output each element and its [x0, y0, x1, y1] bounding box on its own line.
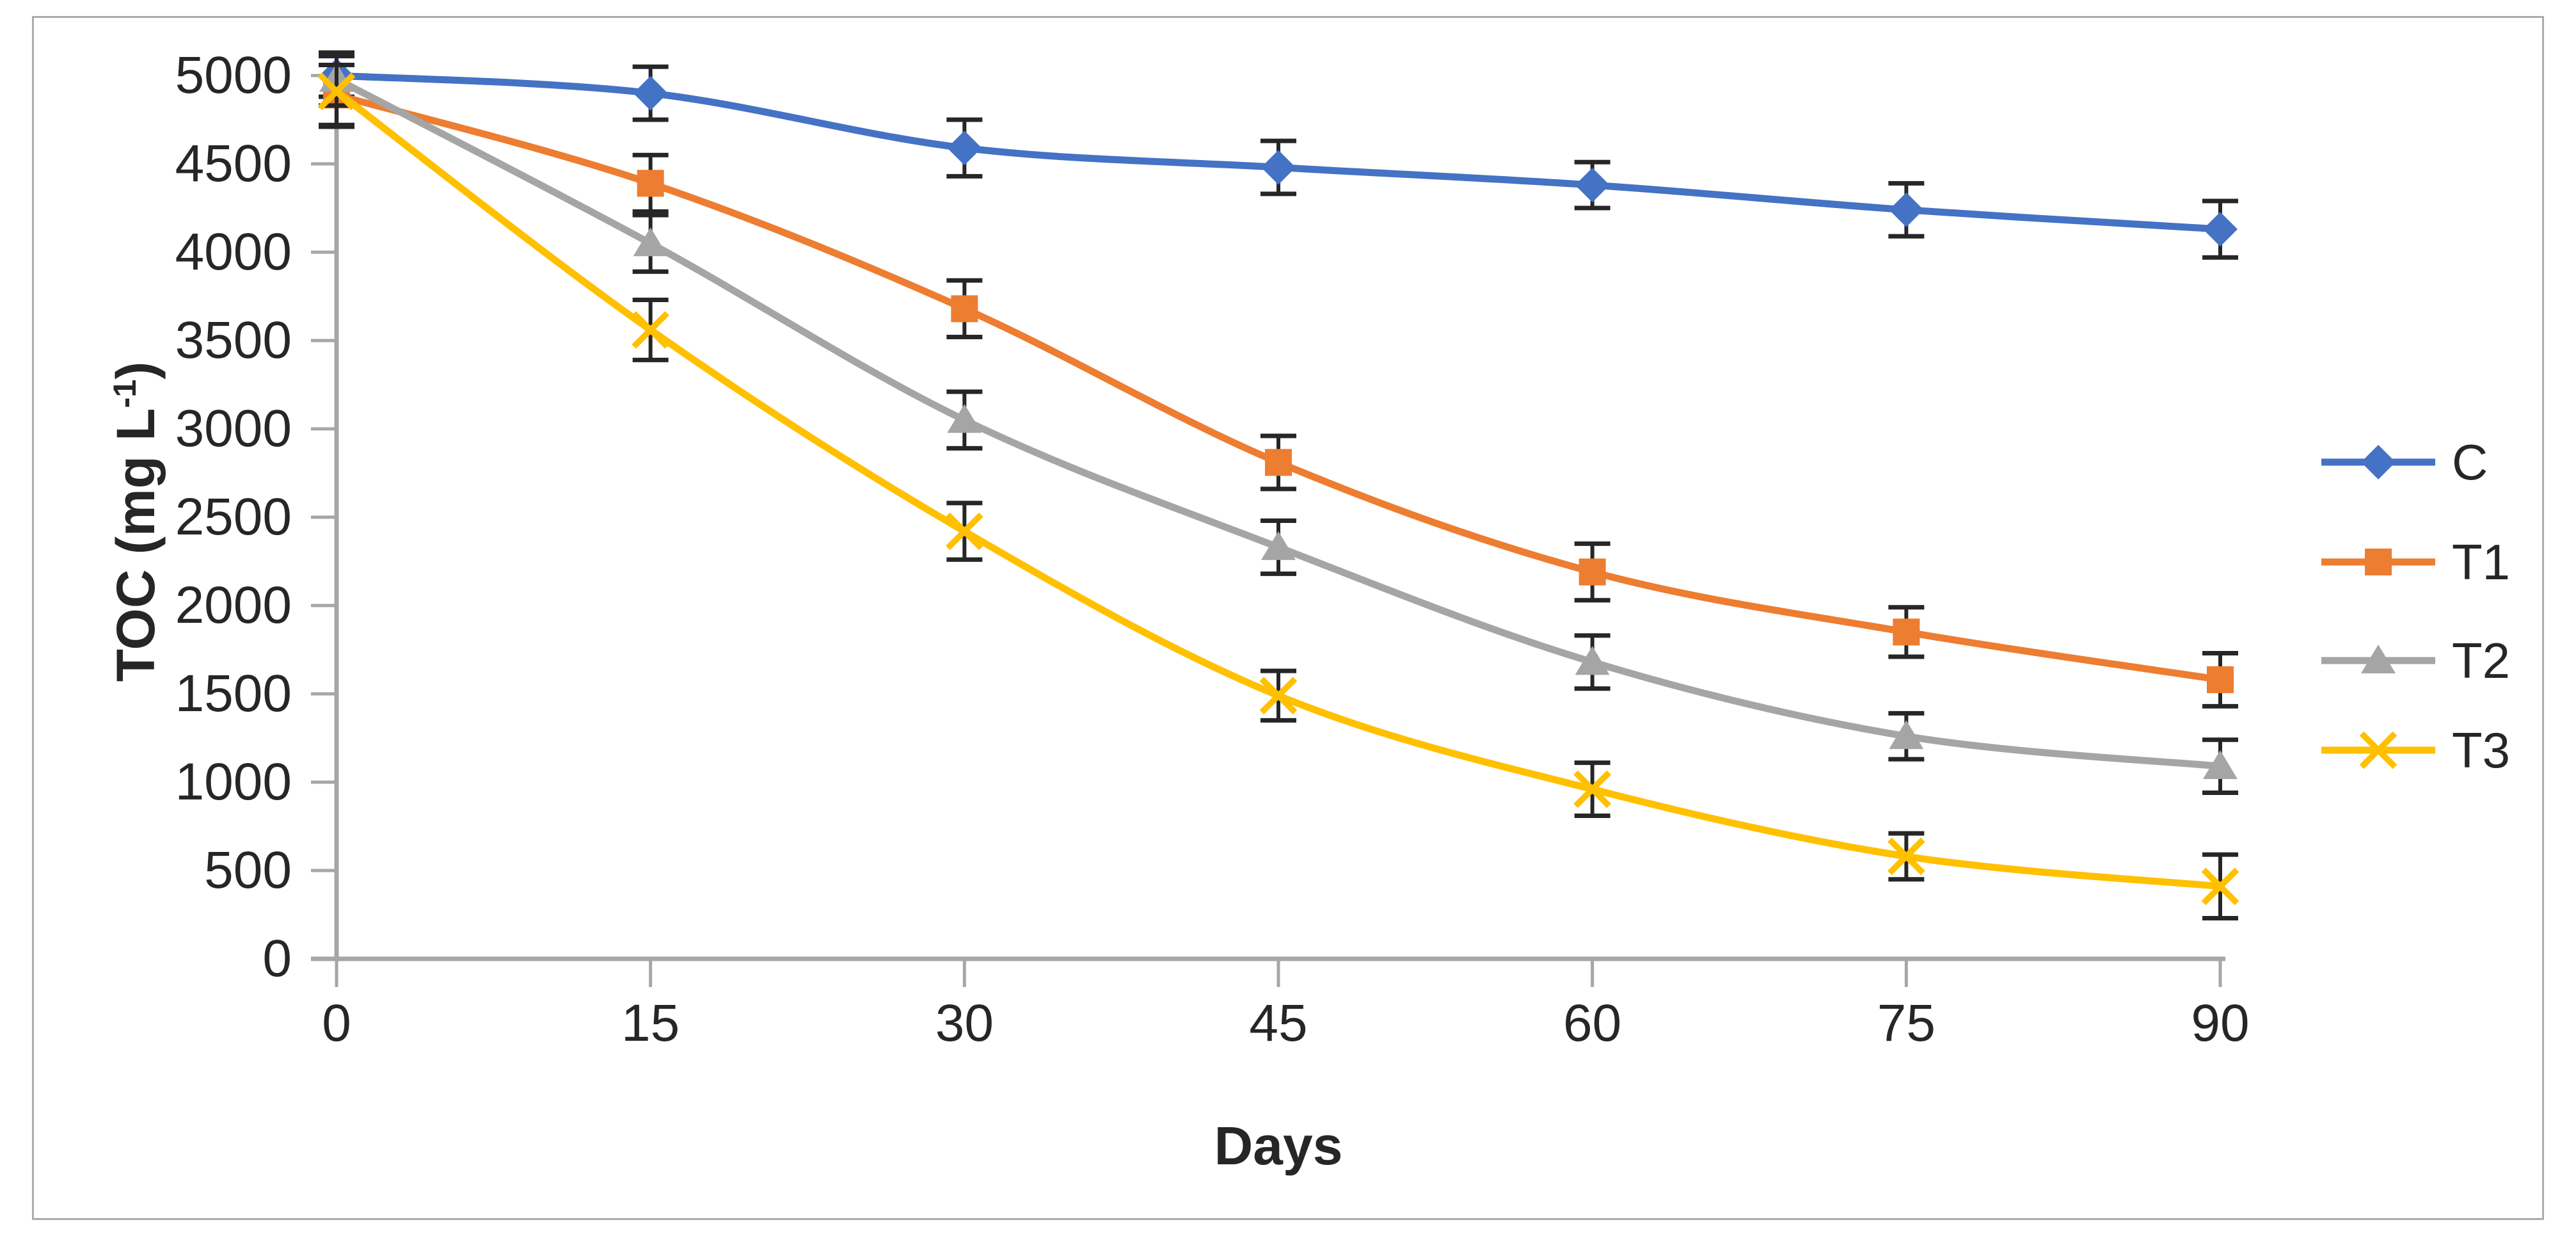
data-point-T3-day90	[2201, 867, 2239, 906]
legend-label: T1	[2452, 534, 2511, 590]
data-point-T1-day30	[951, 295, 978, 323]
data-point-T2-day90	[2203, 750, 2238, 780]
y-axis-title-superscript: -1	[106, 379, 143, 408]
y-tick-label: 3500	[175, 311, 292, 369]
x-tick-label: 15	[621, 994, 680, 1052]
x-axis-title: Days	[1214, 1116, 1343, 1176]
legend-item-T3: T3	[2321, 721, 2510, 779]
figure-border	[32, 16, 2544, 1220]
y-axis-title: TOC (mg L-1)	[106, 361, 166, 682]
legend-marker-diamond-icon	[2321, 445, 2435, 479]
data-point-T2-day30	[947, 404, 982, 433]
data-point-T3-day15	[632, 311, 670, 349]
y-tick-label: 3000	[175, 399, 292, 458]
legend-label: T2	[2452, 632, 2511, 689]
y-tick-label: 500	[204, 841, 292, 899]
y-tick-label: 5000	[175, 46, 292, 104]
data-point-T2-day75	[1889, 720, 1924, 750]
y-axis-title-text: TOC (mg L	[106, 408, 166, 682]
data-point-C-day30	[947, 131, 982, 166]
data-point-T2-day60	[1575, 646, 1610, 675]
legend-marker-glyph	[2361, 645, 2396, 673]
data-point-C-day60	[1575, 168, 1610, 203]
data-point-C-day75	[1889, 192, 1924, 227]
legend-marker-square-icon	[2321, 549, 2435, 575]
data-point-T3-day0	[317, 72, 356, 111]
x-tick-label: 90	[2191, 994, 2250, 1052]
legend-marker-triangle-icon	[2321, 645, 2435, 673]
y-tick-label: 1000	[175, 753, 292, 811]
data-point-T1-day90	[2207, 666, 2234, 693]
x-tick-label: 0	[322, 994, 351, 1052]
y-tick-label: 2500	[175, 488, 292, 546]
data-point-C-day15	[633, 76, 668, 111]
data-point-T1-day60	[1578, 558, 1606, 586]
legend-marker-x-icon	[2321, 731, 2435, 769]
data-point-T3-day60	[1573, 770, 1612, 808]
legend-label: C	[2452, 434, 2488, 490]
data-point-T3-day75	[1887, 837, 1925, 876]
data-point-C-day90	[2203, 212, 2238, 247]
data-point-T1-day45	[1265, 449, 1292, 476]
y-axis-title-close: )	[106, 361, 166, 380]
x-tick-label: 60	[1563, 994, 1622, 1052]
data-point-T2-day45	[1261, 531, 1296, 560]
legend-marker-glyph	[2365, 549, 2392, 575]
y-tick-label: 2000	[175, 576, 292, 634]
data-point-T2-day15	[633, 227, 668, 257]
data-point-C-day45	[1261, 150, 1296, 185]
y-tick-label: 4000	[175, 223, 292, 281]
data-point-T1-day15	[637, 170, 664, 197]
legend-marker-glyph	[2359, 731, 2397, 769]
data-point-T1-day75	[1893, 618, 1920, 646]
data-point-T3-day45	[1259, 677, 1298, 715]
legend-marker-glyph	[2361, 445, 2396, 479]
y-tick-label: 0	[262, 929, 292, 988]
legend-label: T3	[2452, 722, 2511, 778]
data-point-T3-day30	[945, 512, 983, 550]
legend-item-T2: T2	[2321, 632, 2510, 689]
legend-item-C: C	[2321, 433, 2488, 491]
x-tick-label: 30	[935, 994, 994, 1052]
x-tick-label: 75	[1877, 994, 1936, 1052]
legend-item-T1: T1	[2321, 533, 2510, 591]
y-tick-label: 1500	[175, 664, 292, 723]
x-tick-label: 45	[1249, 994, 1308, 1052]
y-tick-label: 4500	[175, 134, 292, 193]
